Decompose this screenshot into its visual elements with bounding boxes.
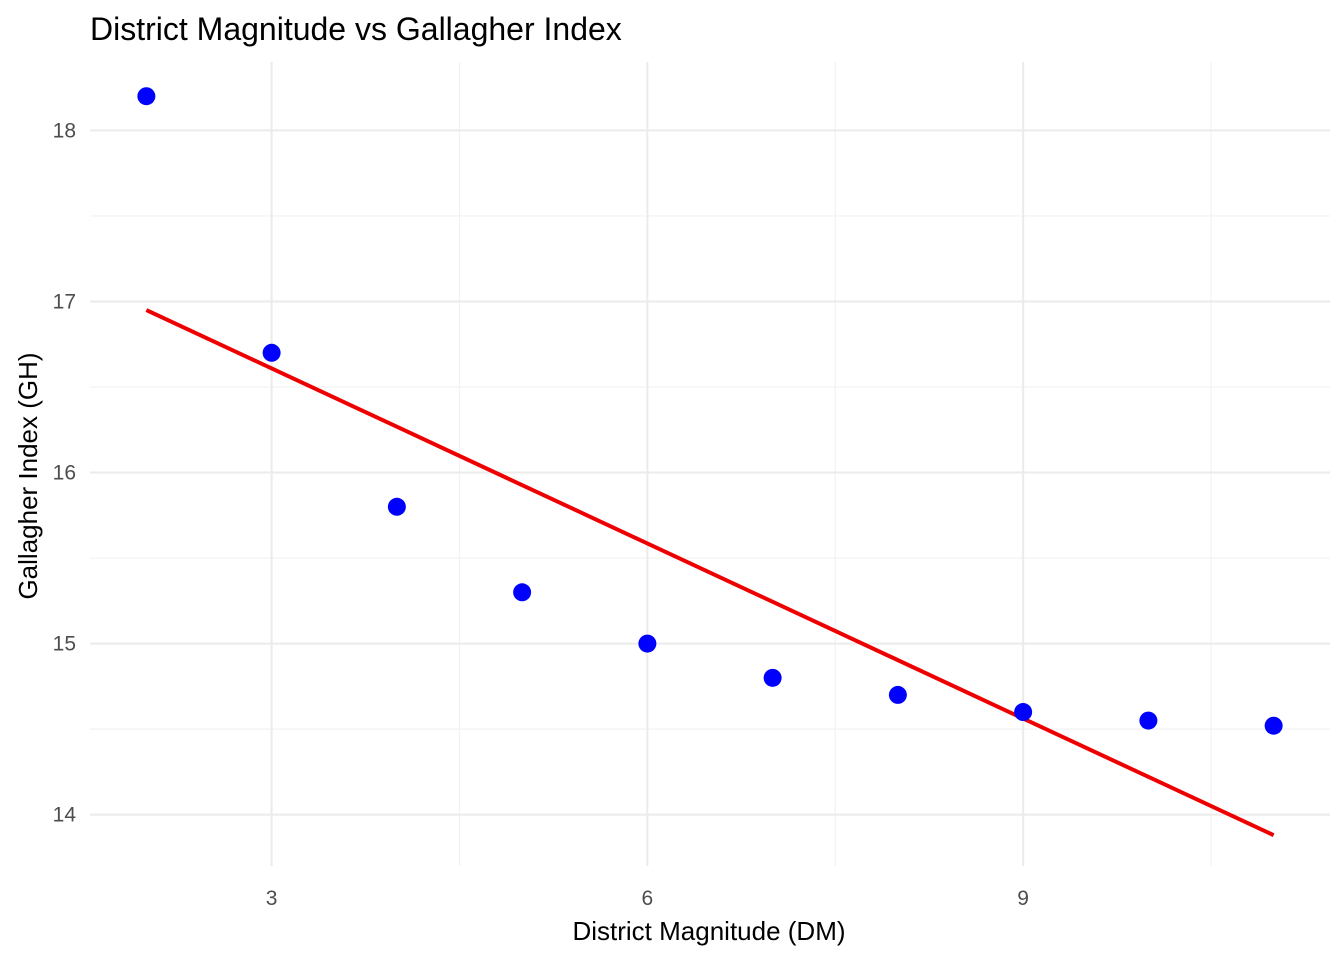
data-point bbox=[888, 685, 907, 704]
data-point bbox=[763, 668, 782, 687]
data-point bbox=[1014, 703, 1033, 722]
y-tick-label: 14 bbox=[53, 804, 77, 827]
regression-line bbox=[145, 308, 1275, 838]
y-axis-ticks: 14 15 16 17 18 bbox=[53, 119, 77, 826]
grid-lines bbox=[90, 62, 1330, 866]
data-point bbox=[638, 634, 657, 653]
chart-title: District Magnitude vs Gallagher Index bbox=[90, 11, 622, 47]
x-axis-label: District Magnitude (DM) bbox=[572, 916, 845, 946]
x-tick-label: 6 bbox=[642, 887, 654, 910]
data-point bbox=[513, 583, 532, 602]
data-point bbox=[1139, 711, 1158, 730]
fit-line-layer bbox=[145, 308, 1275, 838]
x-tick-label: 9 bbox=[1017, 887, 1029, 910]
y-tick-label: 16 bbox=[53, 462, 76, 485]
x-axis-ticks: 3 6 9 bbox=[266, 887, 1029, 910]
x-tick-label: 3 bbox=[266, 887, 278, 910]
y-axis-label: Gallagher Index (GH) bbox=[13, 352, 43, 599]
data-point bbox=[387, 497, 406, 516]
data-points bbox=[137, 87, 1283, 735]
data-point bbox=[137, 87, 156, 106]
data-point bbox=[262, 343, 281, 362]
y-tick-label: 17 bbox=[53, 290, 76, 313]
y-tick-label: 15 bbox=[53, 633, 76, 656]
y-tick-label: 18 bbox=[53, 119, 76, 142]
data-point bbox=[1264, 716, 1283, 735]
